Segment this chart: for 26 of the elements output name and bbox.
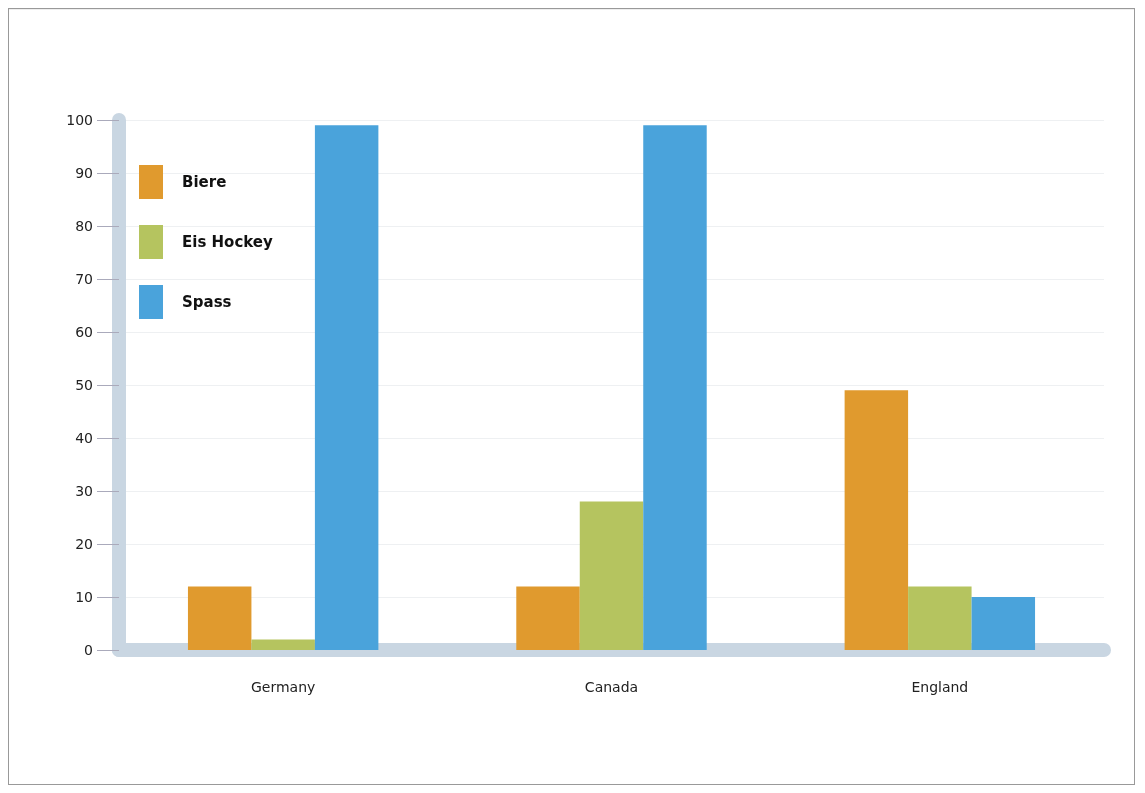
x-tick-label: Germany (250, 679, 316, 695)
y-tick-label: 100 (66, 112, 93, 128)
bar (251, 639, 315, 650)
y-tick-label: 60 (75, 324, 93, 340)
x-tick-label: Canada (584, 679, 639, 695)
y-tick-label: 80 (75, 218, 93, 234)
y-tick-label: 10 (75, 589, 93, 605)
bar (643, 125, 707, 650)
bar (314, 125, 379, 650)
y-tick-label: 70 (75, 271, 93, 287)
y-tick-label: 50 (75, 377, 93, 393)
x-tick-label: England (911, 679, 969, 695)
y-tick-label: 90 (75, 165, 93, 181)
y-tick-label: 20 (75, 536, 93, 552)
y-tick-label: 0 (84, 642, 93, 658)
legend-label: Spass (182, 293, 232, 311)
y-tick-label: 40 (75, 430, 93, 446)
bar (844, 390, 909, 650)
legend-label: Eis Hockey (182, 233, 274, 251)
legend-label: Biere (182, 173, 227, 191)
bar (516, 586, 580, 650)
y-tick-label: 30 (75, 483, 93, 499)
bar (187, 586, 252, 650)
bar (579, 501, 644, 650)
bar (971, 597, 1036, 650)
bar (908, 586, 972, 650)
